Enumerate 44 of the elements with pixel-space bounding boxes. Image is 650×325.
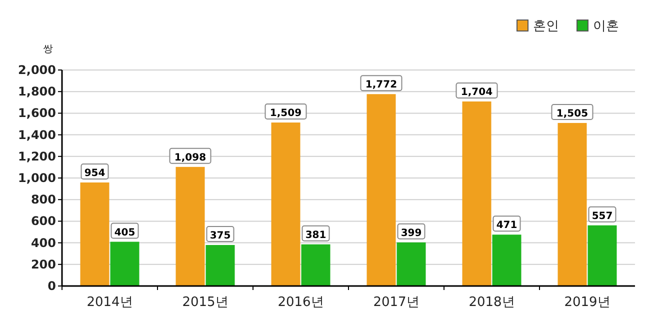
bar [271,122,300,286]
legend-label: 이혼 [593,19,619,34]
bar [462,101,492,286]
y-tick-label: 1,800 [18,84,56,99]
legend-label: 혼인 [533,19,559,34]
data-label: 1,505 [556,108,588,120]
y-tick-label: 1,600 [18,106,56,120]
data-label: 471 [496,220,518,232]
data-label: 375 [210,230,231,242]
y-tick-label: 1,000 [18,171,56,185]
data-label: 399 [400,228,422,239]
y-tick-label: 1,200 [18,149,56,164]
x-tick-label: 2018년 [468,295,515,310]
data-label: 1,772 [365,80,398,91]
y-tick-label: 800 [30,192,56,207]
data-label: 954 [84,168,106,179]
data-label: 1,509 [270,108,302,120]
x-tick-label: 2014년 [86,295,133,310]
x-tick-label: 2019년 [564,295,610,310]
data-label: 557 [592,210,613,222]
y-tick-label: 200 [30,257,56,272]
y-tick-label: 400 [30,236,56,250]
x-tick-label: 2017년 [373,295,420,310]
x-tick-label: 2015년 [182,295,228,310]
x-tick-label: 2016년 [278,295,324,310]
data-label: 1,704 [460,86,493,98]
bar [558,122,587,286]
y-tick-label: 0 [48,279,56,293]
y-tick-label: 600 [30,214,56,228]
bar [492,234,522,286]
bar [396,242,426,286]
bar [176,166,205,286]
bar [588,225,617,286]
y-axis-title: 쌍 [43,44,53,55]
data-label: 405 [114,227,136,238]
bar [301,244,330,286]
bar [110,242,140,286]
bar [80,182,110,286]
bar [366,94,396,286]
bar [206,245,235,286]
data-label: 381 [305,230,326,241]
y-tick-label: 2,000 [18,63,56,77]
data-label: 1,098 [174,152,206,164]
y-tick-label: 1,400 [18,128,56,142]
